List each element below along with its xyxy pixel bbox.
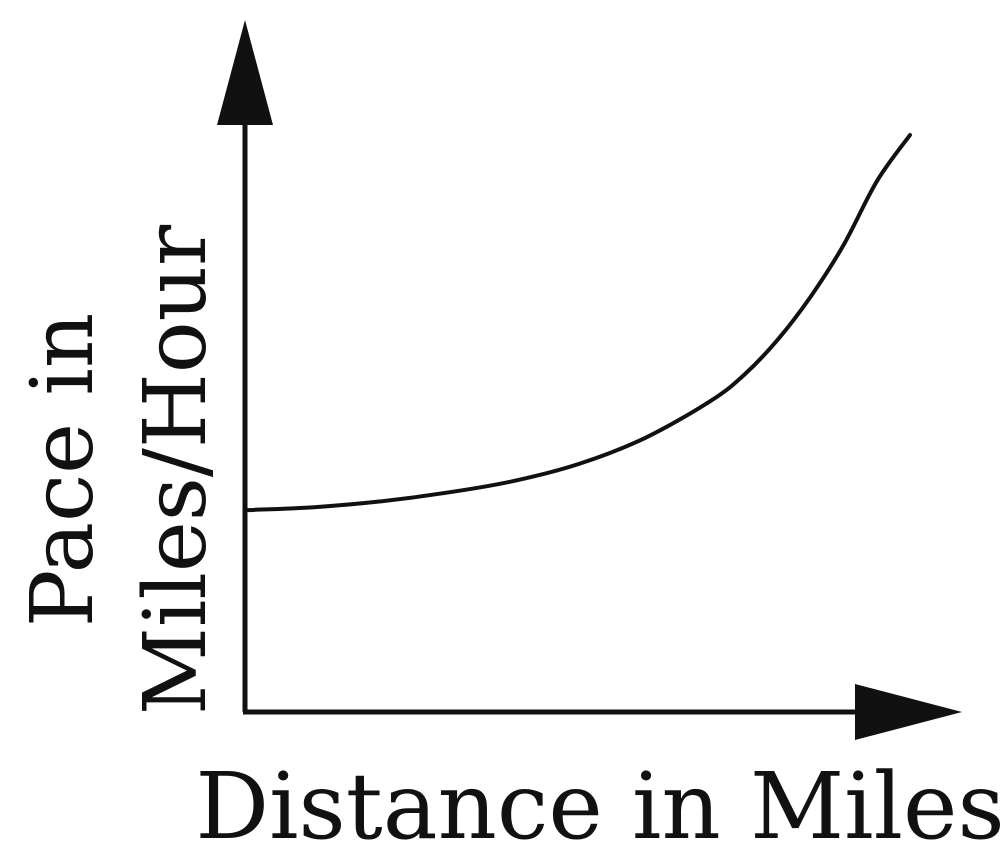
- y-axis-arrow-icon: [217, 20, 273, 125]
- series-line: [246, 133, 912, 513]
- y-axis-label-line-1: Pace in: [13, 313, 113, 628]
- x-axis-label: Distance in Miles: [195, 753, 1004, 858]
- x-axis-arrow-icon: [855, 684, 962, 740]
- y-axis-label-line-2: Miles/Hour: [126, 224, 226, 715]
